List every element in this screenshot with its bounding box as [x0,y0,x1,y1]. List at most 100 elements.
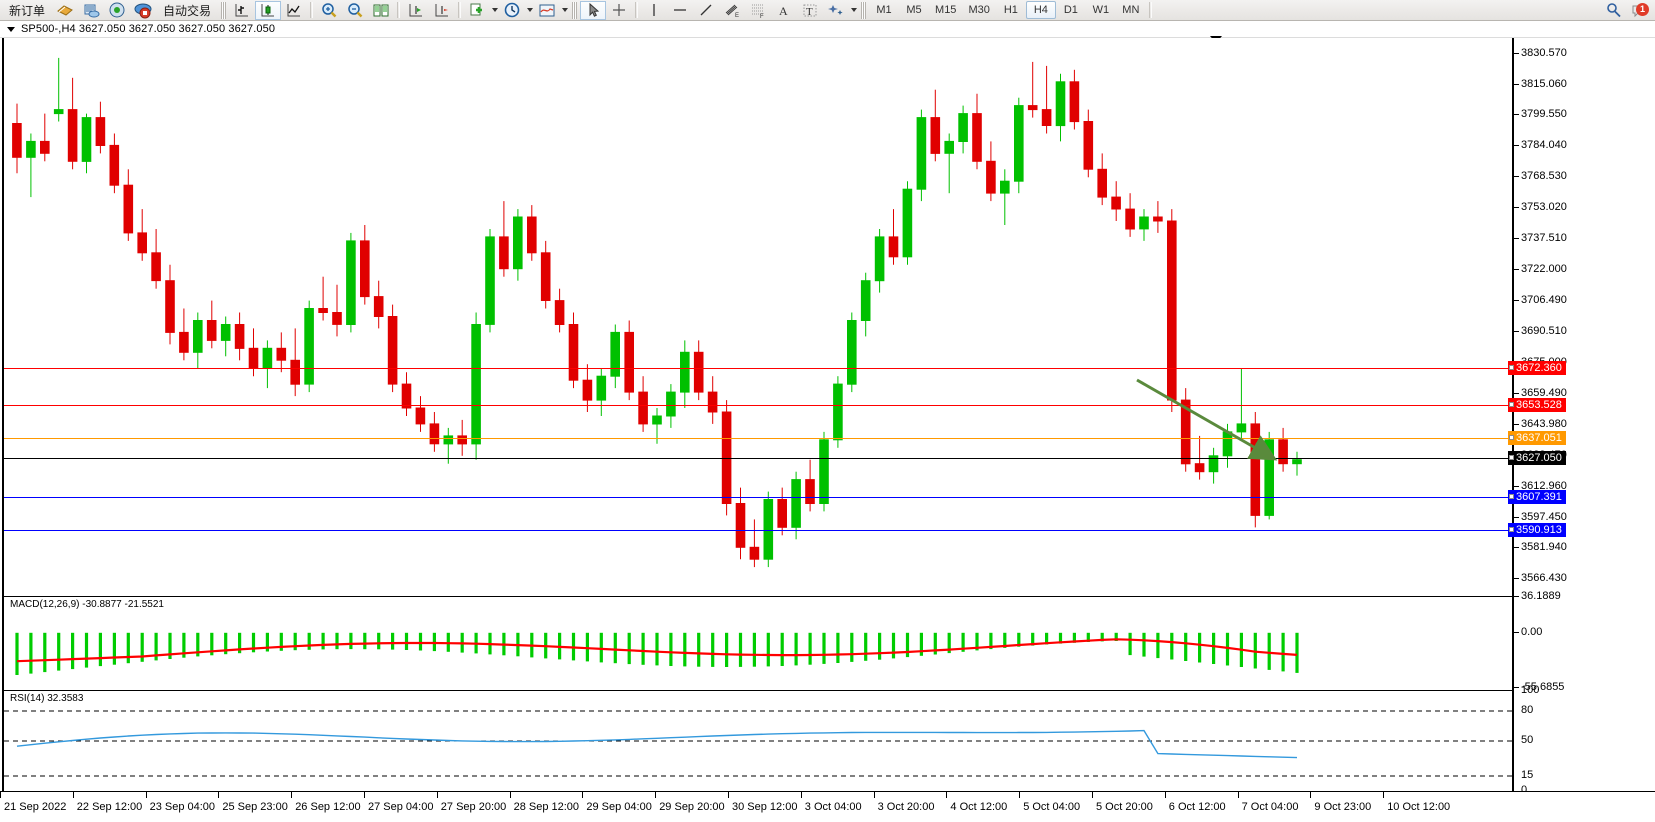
vertical-line-button[interactable] [641,1,667,20]
timeframe-h1[interactable]: H1 [1003,4,1018,16]
data-window-icon [407,2,425,19]
time-tick [436,792,438,798]
tile-windows-button[interactable] [368,1,394,20]
bar-chart-icon [233,2,251,19]
time-tick [291,792,293,798]
trendline-button[interactable] [693,1,719,20]
price-tick-label: 3659.490 [1521,387,1567,400]
timeframe-m5[interactable]: M5 [906,4,922,16]
timeframe-mn[interactable]: MN [1122,4,1140,16]
indicators-dropdown-arrow[interactable] [490,2,499,18]
zoom-out-button[interactable] [342,1,368,20]
chart-title: SP500-,H4 3627.050 3627.050 3627.050 362… [21,23,276,35]
price-tick-label: 3690.510 [1521,325,1567,338]
level-line-resistance-2[interactable] [4,365,1515,372]
autotrading-icon [134,2,152,19]
level-chip-support-1[interactable]: 3607.391 [1508,489,1566,504]
fibonacci-button[interactable]: F [745,1,771,20]
main-toolbar: 新订单 自动交易 [0,0,1655,21]
line-chart-button[interactable] [281,1,307,20]
terminal-icon-button[interactable] [78,1,104,20]
timeframe-h4[interactable]: H4 [1025,1,1056,19]
auto-trading-label: 自动交易 [163,3,212,18]
time-axis-label: 28 Sep 12:00 [513,801,580,813]
timeframe-w1[interactable]: W1 [1092,4,1110,16]
timeframe-m15[interactable]: M15 [935,4,957,16]
time-axis-label: 3 Oct 04:00 [804,801,862,813]
level-chip-pivot[interactable]: 3637.051 [1508,430,1566,445]
svg-text:F: F [760,14,764,19]
new-order-button[interactable]: 新订单 [2,1,52,20]
time-axis-label: 22 Sep 12:00 [76,801,143,813]
toolbar-grip-3[interactable] [861,1,867,19]
time-tick [946,792,948,798]
macd-series [15,632,1299,675]
bar-chart-button[interactable] [229,1,255,20]
objects-dropdown-arrow[interactable] [849,2,858,18]
equidistant-channel-button[interactable]: E [719,1,745,20]
autotrading-icon-button[interactable] [130,1,156,20]
text-label-button[interactable]: T [797,1,823,20]
timeframe-m30[interactable]: M30 [968,4,990,16]
data-window-button[interactable] [403,1,429,20]
time-axis-label: 9 Oct 23:00 [1314,801,1372,813]
signal-icon-button[interactable] [104,1,130,20]
level-line-resistance-1[interactable] [4,402,1515,409]
add-indicator-button[interactable] [464,1,490,20]
level-line-support-1[interactable] [4,494,1515,501]
rsi-pane[interactable]: RSI(14) 32.3583 [4,690,1514,791]
toolbar-separator [310,2,314,18]
price-tick [1514,485,1519,487]
cursor-button[interactable] [580,0,607,20]
period-dropdown-arrow[interactable] [525,2,534,18]
time-axis[interactable]: 21 Sep 2022 22 Sep 12:00 23 Sep 04:00 25 Se… [0,791,1655,822]
text-button[interactable]: A [771,1,797,20]
level-line-pivot[interactable] [4,435,1515,442]
crosshair-icon [610,2,628,19]
time-axis-label: 27 Sep 04:00 [368,801,434,813]
price-pane[interactable] [4,38,1515,595]
price-tick-label: 3799.550 [1521,108,1567,121]
svg-text:T: T [806,6,813,18]
rsi-tick-label: 100 [1521,684,1540,696]
handshake-icon-button[interactable] [52,1,78,20]
price-tick [1514,145,1519,147]
search-button[interactable] [1601,1,1627,20]
chart-area[interactable]: MACD(12,26,9) -30.8877 -21.5521 RSI(14) … [0,36,1655,822]
time-tick [509,792,511,798]
toolbar-grip-2[interactable] [572,1,578,19]
time-axis-label: 5 Oct 04:00 [1023,801,1081,813]
auto-trading-button[interactable]: 自动交易 [156,1,218,20]
templates-dropdown-arrow[interactable] [560,2,569,18]
level-chip-last-price[interactable]: 3627.050 [1508,450,1566,465]
zoom-in-button[interactable] [316,1,342,20]
navigator-button[interactable] [429,1,455,20]
time-tick [728,792,729,798]
timeframe-d1[interactable]: D1 [1063,4,1078,16]
objects-button[interactable] [823,1,849,20]
level-line-support-2[interactable] [4,527,1515,534]
alerts-button[interactable]: 1 [1627,1,1653,20]
price-axis[interactable]: 3830.570 3815.060 3799.550 3784.040 3768.530… [1508,38,1655,796]
time-axis-label: 23 Sep 04:00 [149,801,216,813]
period-button[interactable] [499,1,525,20]
line-chart-icon [285,2,303,19]
timeframe-m1[interactable]: M1 [876,4,892,16]
cursor-icon [584,2,602,19]
level-chip-resistance-2[interactable]: 3672.360 [1508,360,1566,375]
crosshair-button[interactable] [606,1,632,20]
level-chip-support-2[interactable]: 3590.913 [1508,522,1566,537]
horizontal-line-button[interactable] [667,1,693,20]
chart-plot[interactable]: MACD(12,26,9) -30.8877 -21.5521 RSI(14) … [2,38,1515,791]
level-chip-resistance-1[interactable]: 3653.528 [1508,397,1566,412]
price-tick-label: 3784.040 [1521,139,1567,152]
chevron-down-icon[interactable] [7,26,15,32]
candlestick-series [12,57,1302,568]
price-tick-label: 3706.490 [1521,293,1567,306]
toolbar-grip[interactable] [221,1,227,19]
search-icon [1605,2,1623,19]
macd-pane[interactable]: MACD(12,26,9) -30.8877 -21.5521 [4,596,1512,688]
price-tick [1514,423,1519,425]
candlestick-chart-button[interactable] [255,0,282,20]
templates-button[interactable] [534,1,560,20]
